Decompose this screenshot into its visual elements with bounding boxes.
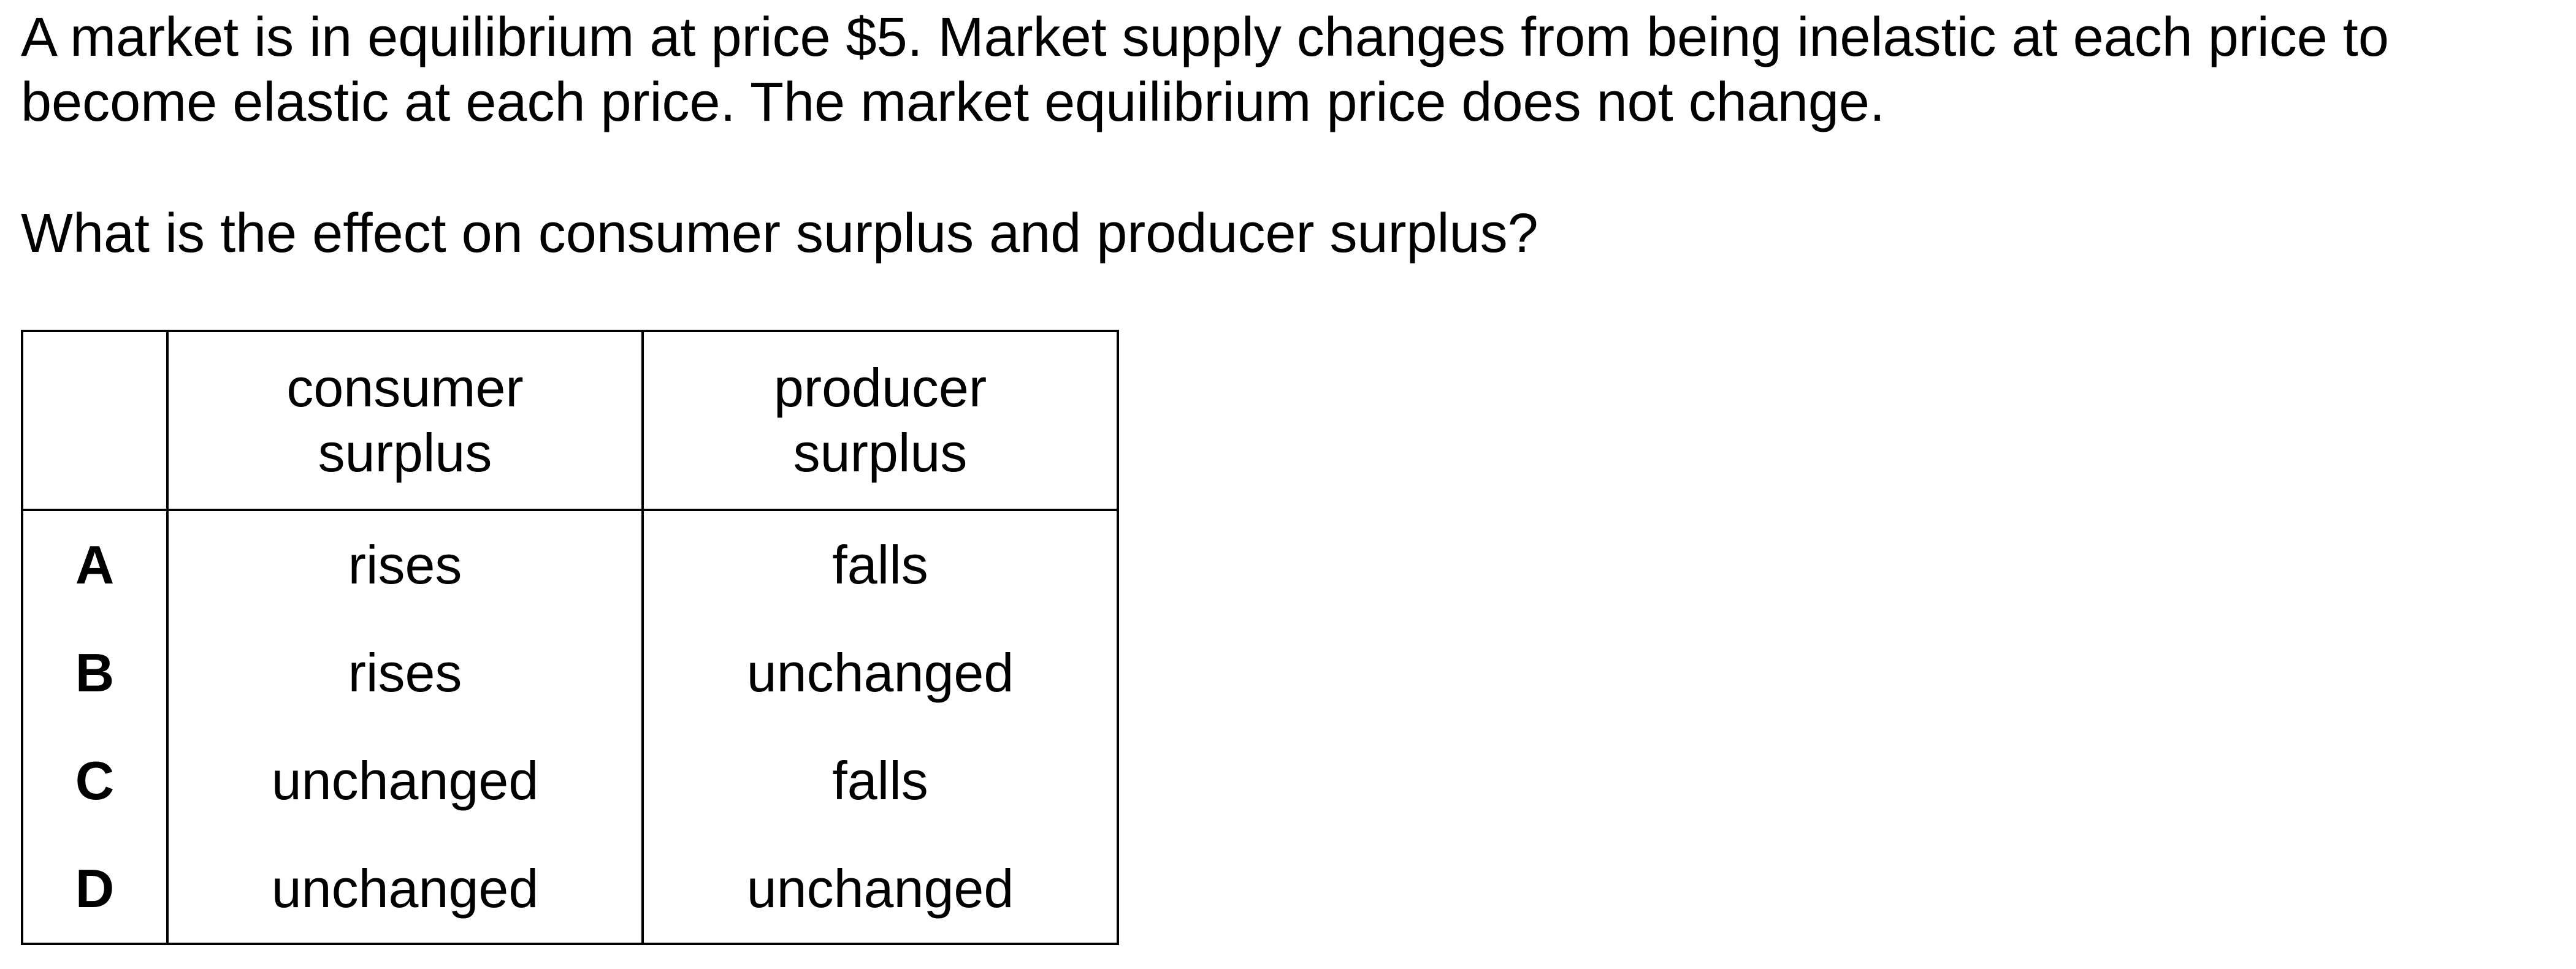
answer-options-table: consumer surplus producer surplus A rise… [21, 330, 1119, 945]
question-stem: A market is in equilibrium at price $5. … [21, 5, 2389, 135]
option-row-c[interactable]: C unchanged falls [21, 727, 1119, 835]
header-producer-line-1: producer [773, 357, 987, 418]
question-stem-line-1: A market is in equilibrium at price $5. … [21, 7, 2389, 68]
table-header-row: consumer surplus producer surplus [21, 330, 1119, 511]
option-consumer-cell: rises [166, 619, 644, 727]
option-row-b[interactable]: B rises unchanged [21, 619, 1119, 727]
option-producer-cell: unchanged [641, 619, 1119, 727]
option-letter: A [21, 510, 169, 619]
option-producer-cell: falls [641, 510, 1119, 619]
header-consumer-line-1: consumer [286, 357, 524, 418]
header-consumer-surplus: consumer surplus [166, 330, 644, 511]
option-letter: B [21, 619, 169, 727]
option-letter: C [21, 727, 169, 835]
option-letter: D [21, 835, 169, 945]
header-corner-cell [21, 330, 169, 511]
option-producer-cell: falls [641, 727, 1119, 835]
header-producer-surplus: producer surplus [641, 330, 1119, 511]
question-prompt: What is the effect on consumer surplus a… [21, 203, 1538, 264]
header-producer-line-2: surplus [793, 422, 968, 483]
option-consumer-cell: unchanged [166, 727, 644, 835]
option-consumer-cell: rises [166, 510, 644, 619]
header-consumer-line-2: surplus [318, 422, 492, 483]
option-consumer-cell: unchanged [166, 835, 644, 945]
option-row-a[interactable]: A rises falls [21, 510, 1119, 619]
option-producer-cell: unchanged [641, 835, 1119, 945]
option-row-d[interactable]: D unchanged unchanged [21, 835, 1119, 945]
question-stem-line-2: become elastic at each price. The market… [21, 72, 1885, 133]
